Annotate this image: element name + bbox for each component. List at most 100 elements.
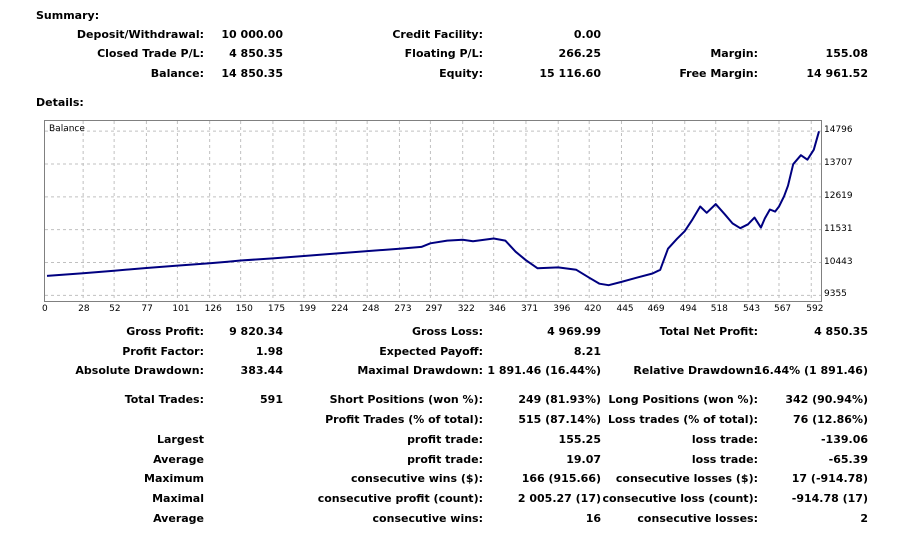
abs-drawdown-label: Absolute Drawdown: bbox=[75, 364, 204, 377]
max-drawdown-label: Maximal Drawdown: bbox=[357, 364, 483, 377]
x-tick-label: 543 bbox=[742, 304, 761, 314]
deposit-label: Deposit/Withdrawal: bbox=[76, 28, 204, 41]
short-positions-value: 249 (81.93%) bbox=[518, 393, 601, 406]
summary-title: Summary: bbox=[36, 9, 100, 22]
max-cons-wins-label: consecutive wins ($): bbox=[350, 472, 483, 485]
x-tick-label: 273 bbox=[394, 304, 412, 314]
closed-pl-value: 4 850.35 bbox=[229, 47, 283, 60]
expected-payoff-value: 8.21 bbox=[573, 345, 601, 358]
balance-chart-plot bbox=[45, 121, 821, 301]
average-label: Average bbox=[153, 453, 204, 466]
largest-loss-value: -139.06 bbox=[820, 433, 868, 446]
x-tick-label: 175 bbox=[267, 304, 286, 314]
closed-pl-label: Closed Trade P/L: bbox=[97, 47, 204, 60]
x-tick-label: 150 bbox=[235, 304, 253, 314]
x-tick-label: 101 bbox=[172, 304, 190, 314]
max-drawdown-value: 1 891.46 (16.44%) bbox=[487, 364, 601, 377]
total-net-value: 4 850.35 bbox=[814, 325, 868, 338]
maximal-profit-label: consecutive profit (count): bbox=[317, 492, 483, 505]
x-tick-label: 592 bbox=[806, 304, 824, 314]
x-tick-label: 297 bbox=[425, 304, 443, 314]
average-profit-value: 19.07 bbox=[566, 453, 601, 466]
average-profit-label: profit trade: bbox=[407, 453, 483, 466]
x-tick-label: 346 bbox=[488, 304, 506, 314]
y-tick-label: 12619 bbox=[824, 190, 853, 201]
free-margin-label: Free Margin: bbox=[679, 67, 758, 80]
x-tick-label: 126 bbox=[204, 304, 222, 314]
total-net-label: Total Net Profit: bbox=[659, 325, 759, 338]
floating-pl-label: Floating P/L: bbox=[404, 47, 483, 60]
loss-trades-value: 76 (12.86%) bbox=[792, 413, 868, 426]
equity-label: Equity: bbox=[439, 67, 483, 80]
rel-drawdown-value: 16.44% (1 891.46) bbox=[754, 364, 868, 377]
largest-loss-label: loss trade: bbox=[691, 433, 758, 446]
maximal-loss-value: -914.78 (17) bbox=[791, 492, 868, 505]
average-loss-label: loss trade: bbox=[691, 453, 758, 466]
profit-trades-value: 515 (87.14%) bbox=[518, 413, 601, 426]
average-loss-value: -65.39 bbox=[828, 453, 868, 466]
avg-cons-losses-value: 2 bbox=[860, 512, 868, 525]
y-tick-label: 13707 bbox=[824, 158, 853, 169]
balance-chart: Balance bbox=[44, 120, 822, 302]
balance-value: 14 850.35 bbox=[221, 67, 283, 80]
profit-factor-label: Profit Factor: bbox=[122, 345, 204, 358]
maximum-label: Maximum bbox=[144, 472, 204, 485]
equity-value: 15 116.60 bbox=[539, 67, 601, 80]
expected-payoff-label: Expected Payoff: bbox=[379, 345, 483, 358]
avg-cons-wins-value: 16 bbox=[585, 512, 601, 525]
x-tick-label: 0 bbox=[42, 304, 48, 314]
rel-drawdown-label: Relative Drawdown: bbox=[633, 364, 758, 377]
total-trades-label: Total Trades: bbox=[124, 393, 204, 406]
x-tick-label: 445 bbox=[616, 304, 634, 314]
largest-profit-label: profit trade: bbox=[407, 433, 483, 446]
x-tick-label: 77 bbox=[141, 304, 153, 314]
maximal-loss-label: consecutive loss (count): bbox=[602, 492, 758, 505]
margin-label: Margin: bbox=[710, 47, 758, 60]
y-tick-label: 9355 bbox=[824, 289, 847, 300]
gross-profit-label: Gross Profit: bbox=[126, 325, 204, 338]
chart-title: Balance bbox=[49, 124, 85, 134]
profit-trades-label: Profit Trades (% of total): bbox=[325, 413, 483, 426]
y-tick-label: 10443 bbox=[824, 256, 853, 267]
x-tick-label: 518 bbox=[710, 304, 728, 314]
x-tick-label: 494 bbox=[679, 304, 697, 314]
abs-drawdown-value: 383.44 bbox=[240, 364, 283, 377]
x-tick-label: 199 bbox=[298, 304, 317, 314]
gross-loss-value: 4 969.99 bbox=[547, 325, 601, 338]
long-positions-label: Long Positions (won %): bbox=[608, 393, 758, 406]
maximal-label: Maximal bbox=[152, 492, 204, 505]
balance-series-line bbox=[46, 131, 820, 287]
y-tick-label: 11531 bbox=[824, 223, 853, 234]
gross-loss-label: Gross Loss: bbox=[412, 325, 483, 338]
y-tick-label: 14796 bbox=[824, 125, 853, 136]
max-cons-wins-value: 166 (915.66) bbox=[521, 472, 601, 485]
profit-factor-value: 1.98 bbox=[255, 345, 283, 358]
max-cons-losses-label: consecutive losses ($): bbox=[615, 472, 758, 485]
avg-cons-wins-label: consecutive wins: bbox=[372, 512, 483, 525]
maximal-profit-value: 2 005.27 (17) bbox=[517, 492, 601, 505]
short-positions-label: Short Positions (won %): bbox=[329, 393, 483, 406]
long-positions-value: 342 (90.94%) bbox=[785, 393, 868, 406]
x-tick-label: 420 bbox=[584, 304, 602, 314]
avg-cons-losses-label: consecutive losses: bbox=[637, 512, 758, 525]
max-cons-losses-value: 17 (-914.78) bbox=[791, 472, 868, 485]
x-tick-label: 28 bbox=[78, 304, 90, 314]
x-tick-label: 52 bbox=[109, 304, 121, 314]
free-margin-value: 14 961.52 bbox=[806, 67, 868, 80]
x-tick-label: 224 bbox=[331, 304, 349, 314]
x-tick-label: 567 bbox=[773, 304, 792, 314]
balance-label: Balance: bbox=[150, 67, 204, 80]
gross-profit-value: 9 820.34 bbox=[229, 325, 283, 338]
x-tick-label: 322 bbox=[457, 304, 475, 314]
x-tick-label: 469 bbox=[647, 304, 665, 314]
margin-value: 155.08 bbox=[825, 47, 868, 60]
details-title: Details: bbox=[36, 96, 84, 109]
floating-pl-value: 266.25 bbox=[558, 47, 601, 60]
x-tick-label: 248 bbox=[362, 304, 380, 314]
loss-trades-label: Loss trades (% of total): bbox=[607, 413, 758, 426]
average2-label: Average bbox=[153, 512, 204, 525]
total-trades-value: 591 bbox=[260, 393, 283, 406]
deposit-value: 10 000.00 bbox=[221, 28, 283, 41]
credit-label: Credit Facility: bbox=[392, 28, 483, 41]
credit-value: 0.00 bbox=[573, 28, 601, 41]
